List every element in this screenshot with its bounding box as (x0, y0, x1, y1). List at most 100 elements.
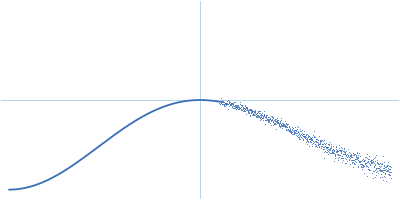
Point (363, 165, 370, 168)
Point (281, 125, 287, 128)
Point (308, 137, 315, 140)
Point (235, 105, 241, 108)
Point (305, 133, 312, 137)
Point (345, 153, 351, 156)
Point (218, 99, 225, 102)
Point (355, 166, 362, 169)
Point (282, 119, 288, 123)
Point (292, 129, 299, 133)
Point (221, 104, 228, 107)
Point (276, 124, 282, 127)
Point (355, 153, 361, 157)
Point (229, 105, 235, 108)
Point (293, 133, 300, 136)
Point (323, 151, 329, 154)
Point (344, 154, 351, 157)
Point (284, 128, 290, 131)
Point (382, 175, 388, 178)
Point (270, 115, 276, 118)
Point (248, 111, 254, 115)
Point (364, 157, 371, 160)
Point (348, 158, 354, 161)
Point (358, 163, 365, 166)
Point (268, 124, 274, 127)
Point (350, 158, 357, 162)
Point (351, 153, 358, 156)
Point (238, 105, 244, 108)
Point (228, 103, 235, 106)
Point (318, 139, 324, 142)
Point (290, 127, 296, 130)
Point (360, 163, 367, 166)
Point (292, 131, 299, 134)
Point (331, 151, 338, 154)
Point (266, 120, 272, 123)
Point (375, 171, 381, 175)
Point (264, 114, 270, 117)
Point (257, 118, 263, 121)
Point (236, 105, 242, 108)
Point (242, 109, 248, 113)
Point (234, 106, 240, 109)
Point (354, 158, 361, 162)
Point (308, 136, 314, 140)
Point (355, 164, 361, 167)
Point (239, 104, 246, 107)
Point (295, 133, 301, 136)
Point (262, 116, 268, 119)
Point (371, 156, 378, 159)
Point (249, 110, 256, 114)
Point (307, 136, 314, 140)
Point (261, 114, 267, 117)
Point (334, 150, 340, 153)
Point (240, 110, 247, 113)
Point (284, 123, 290, 126)
Point (342, 154, 349, 157)
Point (339, 147, 346, 150)
Point (363, 160, 370, 164)
Point (290, 132, 297, 135)
Point (283, 122, 290, 126)
Point (380, 160, 387, 163)
Point (368, 159, 374, 162)
Point (237, 100, 243, 103)
Point (226, 99, 232, 102)
Point (230, 101, 237, 104)
Point (382, 173, 389, 176)
Point (290, 130, 296, 133)
Point (264, 118, 271, 121)
Point (369, 172, 375, 175)
Point (222, 101, 228, 105)
Point (323, 141, 329, 144)
Point (300, 135, 306, 138)
Point (311, 135, 317, 138)
Point (344, 152, 350, 156)
Point (246, 111, 252, 114)
Point (280, 123, 286, 126)
Point (249, 110, 255, 114)
Point (267, 116, 273, 120)
Point (353, 153, 359, 156)
Point (229, 105, 236, 108)
Point (234, 104, 240, 107)
Point (336, 148, 343, 151)
Point (383, 179, 389, 183)
Point (269, 119, 275, 122)
Point (322, 149, 328, 152)
Point (233, 104, 239, 107)
Point (282, 125, 289, 128)
Point (290, 129, 297, 132)
Point (368, 159, 374, 162)
Point (339, 156, 346, 160)
Point (316, 140, 323, 143)
Point (253, 113, 260, 116)
Point (385, 172, 392, 175)
Point (313, 137, 319, 140)
Point (373, 173, 380, 176)
Point (357, 161, 364, 164)
Point (328, 151, 334, 154)
Point (255, 115, 262, 118)
Point (233, 107, 240, 110)
Point (240, 108, 246, 111)
Point (323, 151, 330, 154)
